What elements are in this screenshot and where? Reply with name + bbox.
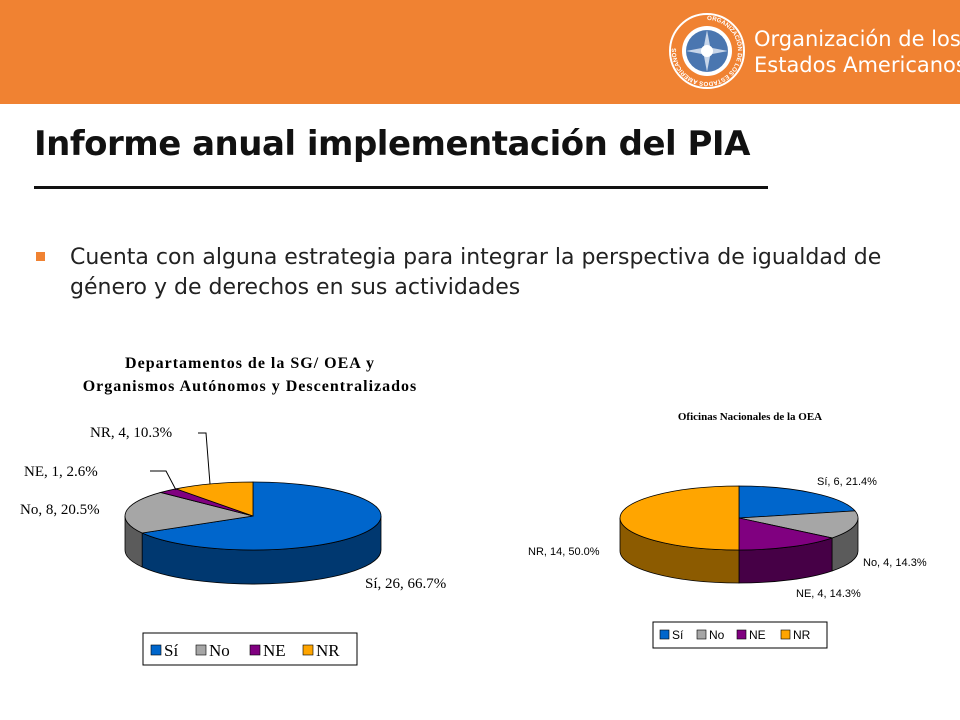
org-name: Organización de los Estados Americanos bbox=[754, 26, 960, 78]
chart1-label-si: Sí, 26, 66.7% bbox=[365, 576, 446, 592]
chart2-legend-ne-swatch bbox=[736, 629, 747, 640]
bullet-text: Cuenta con alguna estrategia para integr… bbox=[70, 245, 882, 300]
chart2-legend-si: Sí bbox=[672, 628, 684, 642]
title-underline bbox=[34, 186, 768, 189]
oas-seal-icon: ORGANIZACIÓN DE LOS ESTADOS AMERICANOS bbox=[669, 13, 745, 89]
chart1-legend-nr-swatch bbox=[302, 644, 314, 656]
page-title: Informe anual implementación del PIA bbox=[34, 124, 750, 164]
chart1-legend-ne: NE bbox=[263, 641, 286, 660]
chart1-legend: Sí No NE NR bbox=[142, 632, 358, 666]
chart2-slice-si bbox=[738, 485, 856, 519]
chart1-legend-no: No bbox=[209, 641, 230, 660]
chart2-legend-nr-swatch bbox=[780, 629, 791, 640]
chart1-leader-nr bbox=[198, 432, 211, 485]
chart1-pie bbox=[124, 481, 382, 585]
chart1-legend-si-swatch bbox=[150, 644, 162, 656]
org-name-line1: Organización de los bbox=[754, 27, 960, 51]
chart2-legend-si-swatch bbox=[659, 629, 670, 640]
chart1-title-line2: Organismos Autónomos y Descentralizados bbox=[83, 378, 418, 395]
chart2-legend-no: No bbox=[709, 628, 725, 642]
chart1-label-ne: NE, 1, 2.6% bbox=[24, 464, 98, 480]
chart2-slice-nr bbox=[619, 485, 740, 551]
chart1-legend-no-swatch bbox=[195, 644, 207, 656]
chart1-label-no: No, 8, 20.5% bbox=[20, 502, 100, 518]
chart2-title: Oficinas Nacionales de la OEA bbox=[678, 411, 822, 423]
chart2-slice-no bbox=[738, 510, 859, 539]
chart2-legend-no-swatch bbox=[696, 629, 707, 640]
chart2-label-nr: NR, 14, 50.0% bbox=[528, 546, 600, 558]
chart1-legend-si: Sí bbox=[164, 641, 178, 660]
chart2-legend-ne: NE bbox=[749, 628, 766, 642]
header-bar bbox=[0, 0, 960, 104]
org-name-line2: Estados Americanos bbox=[754, 53, 960, 77]
chart2-label-ne: NE, 4, 14.3% bbox=[796, 588, 861, 600]
bullet-square-icon bbox=[36, 252, 45, 261]
chart2-legend-nr: NR bbox=[793, 628, 811, 642]
chart1-legend-nr: NR bbox=[316, 641, 340, 660]
chart2-legend: Sí No NE NR bbox=[652, 621, 828, 649]
chart2-slice-ne bbox=[738, 517, 834, 551]
chart1-leader-ne bbox=[150, 470, 177, 491]
chart1-slice-nr bbox=[174, 481, 254, 517]
chart1-label-nr: NR, 4, 10.3% bbox=[90, 425, 172, 441]
chart1-slice-no bbox=[124, 492, 254, 534]
chart1-title-line1: Departamentos de la SG/ OEA y bbox=[125, 355, 375, 372]
chart2-pie bbox=[619, 485, 859, 584]
chart2-label-no: No, 4, 14.3% bbox=[863, 557, 927, 569]
chart1-legend-ne-swatch bbox=[249, 644, 261, 656]
chart2-label-si: Sí, 6, 21.4% bbox=[817, 476, 877, 488]
chart1-slice-si bbox=[140, 481, 382, 551]
